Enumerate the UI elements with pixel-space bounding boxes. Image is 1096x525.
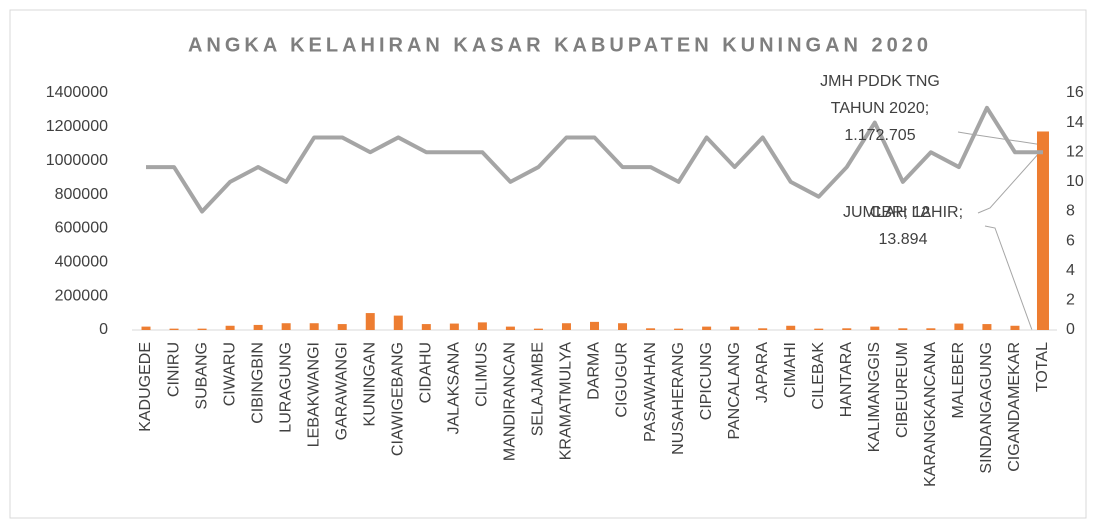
bar: [646, 328, 656, 330]
bar: [141, 326, 151, 330]
bar: [590, 321, 599, 330]
x-tick-label: KADUGEDE: [137, 342, 154, 432]
x-tick-label: JALAKSANA: [446, 342, 463, 435]
bar: [197, 328, 207, 330]
bar: [309, 323, 319, 330]
x-tick-label: DARMA: [586, 342, 603, 400]
bar: [702, 326, 712, 330]
y2-tick-label: 4: [1066, 262, 1075, 279]
y2-tick-label: 16: [1066, 84, 1084, 101]
leader-line: [977, 151, 1041, 214]
y2-tick-label: 10: [1066, 173, 1084, 190]
bar: [898, 328, 908, 330]
chart-title: ANGKA KELAHIRAN KASAR KABUPATEN KUNINGAN…: [188, 34, 932, 56]
x-tick-label: CIDAHU: [418, 342, 435, 403]
bar: [1010, 325, 1020, 330]
bar: [365, 313, 375, 330]
bar: [253, 324, 263, 330]
leader-lines: [957, 131, 1044, 331]
y-tick-label: 800000: [55, 186, 108, 203]
x-tick-label: NUSAHERANG: [670, 342, 687, 455]
x-tick-label: CILEBAK: [810, 342, 827, 410]
bar: [618, 323, 628, 330]
x-tick-label: SINDANGAGUNG: [978, 342, 995, 474]
bar: [842, 328, 852, 330]
bar: [281, 323, 291, 330]
y-tick-label: 0: [99, 321, 108, 338]
y2-tick-label: 0: [1066, 321, 1075, 338]
x-tick-label: MANDIRANCAN: [502, 342, 519, 461]
x-tick-label: GARAWANGI: [333, 342, 350, 440]
leader-line: [957, 131, 1044, 146]
y2-tick-label: 8: [1066, 203, 1075, 220]
x-tick-label: LURAGUNG: [277, 342, 294, 433]
y-tick-label: 1200000: [46, 118, 108, 135]
chart-border: [9, 9, 1087, 519]
y-tick-label: 400000: [55, 254, 108, 271]
x-tick-label: LEBAKWANGI: [305, 342, 322, 447]
bar: [393, 315, 403, 330]
x-tick-label: CIAWIGEBANG: [390, 342, 407, 456]
bar: [505, 326, 515, 330]
x-tick-label: HANTARA: [838, 342, 855, 418]
bar: [169, 328, 179, 330]
x-tick-label: TOTAL: [1034, 342, 1051, 392]
x-tick-label: CIPICUNG: [698, 342, 715, 420]
annotation: CBR; 12: [870, 204, 931, 221]
y2-tick-label: 2: [1066, 292, 1075, 309]
leader-line: [984, 225, 1033, 331]
x-tick-label: JAPARA: [754, 342, 771, 403]
x-tick-label: CILIMUS: [474, 342, 491, 407]
x-tick-label: CIMAHI: [782, 342, 799, 398]
x-tick-label: SUBANG: [193, 342, 210, 410]
y2-tick-label: 14: [1066, 114, 1084, 131]
x-tick-label: PANCALANG: [726, 342, 743, 440]
bar: [926, 328, 936, 330]
x-tick-label: CIBEUREUM: [894, 342, 911, 438]
x-tick-label: KUNINGAN: [361, 342, 378, 426]
y2-tick-label: 6: [1066, 232, 1075, 249]
x-tick-label: CIBINGBIN: [249, 342, 266, 424]
bar: [674, 328, 684, 330]
bar: [870, 326, 880, 330]
x-tick-label: PASAWAHAN: [642, 342, 659, 442]
x-tick-label: CINIRU: [165, 342, 182, 397]
y-tick-label: 1000000: [46, 152, 108, 169]
bar: [421, 324, 431, 330]
x-tick-label: SELAJAMBE: [530, 342, 547, 436]
x-tick-label: KALIMANGGIS: [866, 342, 883, 452]
line-series: [146, 105, 1043, 214]
bar: [982, 324, 992, 330]
annotation: JUMLAH LAHIR;: [843, 204, 963, 221]
x-tick-label: KRAMATMULYA: [558, 342, 575, 461]
bar: [337, 324, 347, 330]
bar: [533, 328, 543, 330]
annotation: TAHUN 2020;: [831, 100, 929, 117]
x-tick-label: MALEBER: [950, 342, 967, 418]
bar: [225, 325, 235, 330]
x-tick-label: CIWARU: [221, 342, 238, 406]
x-tick-label: KARANGKANCANA: [922, 342, 939, 487]
bar: [449, 323, 459, 330]
bar: [477, 322, 487, 330]
y-tick-label: 1400000: [46, 84, 108, 101]
bar: [786, 325, 796, 330]
annotation: 1.172.705: [844, 127, 915, 144]
y2-tick-label: 12: [1066, 143, 1084, 160]
y-tick-label: 200000: [55, 287, 108, 304]
x-tick-label: CIGANDAMEKAR: [1006, 342, 1023, 472]
x-tick-label: CIGUGUR: [614, 342, 631, 418]
bar: [954, 323, 964, 330]
bar: [758, 328, 768, 330]
annotation: 13.894: [879, 231, 928, 248]
y-tick-label: 600000: [55, 220, 108, 237]
bar: [561, 323, 571, 330]
bar: [814, 328, 824, 330]
bar: [730, 326, 740, 330]
bar: [1036, 131, 1049, 330]
annotation: JMH PDDK TNG: [820, 73, 940, 90]
